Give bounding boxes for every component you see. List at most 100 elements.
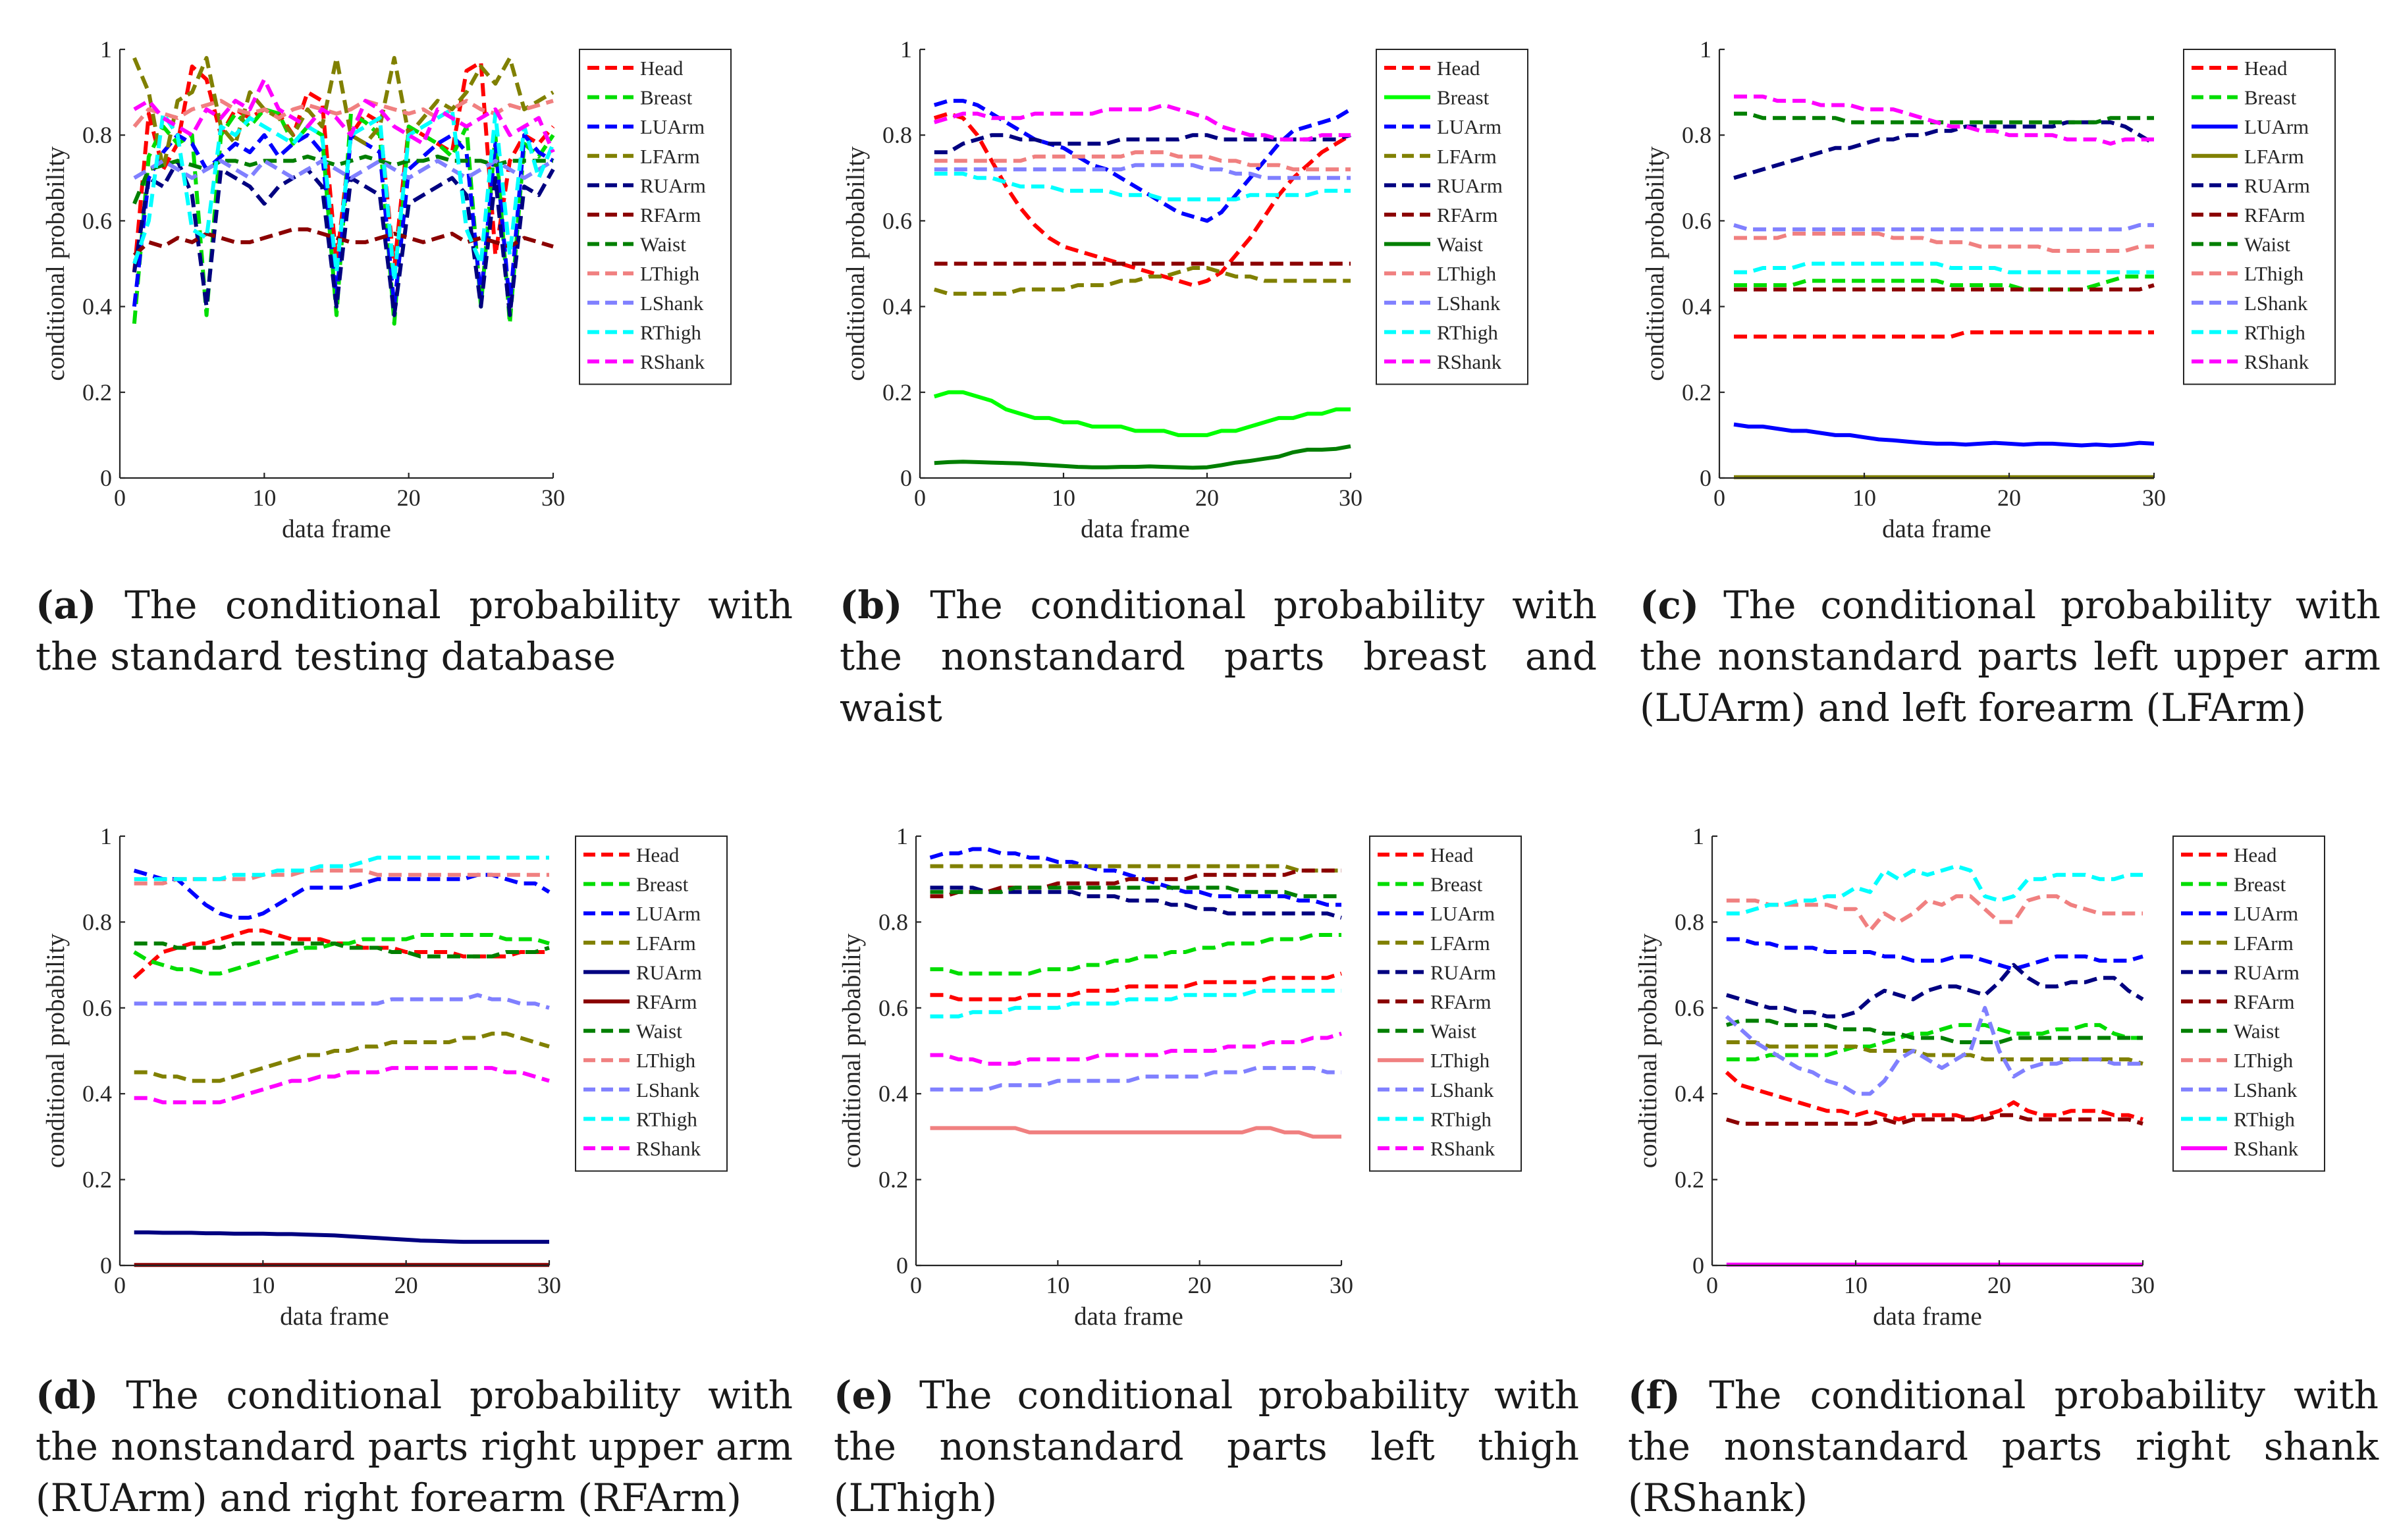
series-line-waist: [930, 886, 1341, 899]
series-line-lfarm: [132, 56, 554, 172]
series-line-lthigh: [934, 150, 1351, 172]
series-line-waist: [134, 942, 550, 959]
x-tick-label: 0: [1713, 485, 1725, 511]
legend-entry-rfarm: RFArm: [636, 990, 697, 1013]
y-tick-label: 1: [100, 36, 112, 63]
series-line-waist: [1734, 111, 2154, 124]
series-line-breast: [933, 390, 1351, 437]
legend-entry-lfarm: LFArm: [636, 932, 696, 955]
x-axis-label: data frame: [1882, 515, 1991, 543]
legend-entry-breast: Breast: [1437, 86, 1490, 109]
series-line-lthigh: [134, 868, 549, 886]
legend-box: [575, 836, 728, 1172]
legend-entry-breast: Breast: [640, 86, 693, 109]
y-axis-label: conditional probability: [838, 933, 866, 1168]
series-line-breast: [930, 933, 1341, 976]
legend: Head Breast LUArm LFArm RUArm RFArm Waist LThig…: [2172, 836, 2325, 1172]
series-line-lthigh: [1734, 231, 2154, 253]
y-tick-label: 0.6: [82, 207, 112, 234]
x-axis-label: data frame: [1081, 515, 1190, 543]
series-line-head: [1725, 1071, 2143, 1122]
legend: Head Breast LUArm LFArm RUArm RFArm Waist LThig…: [1369, 836, 1522, 1172]
series-line-ruarm: [1733, 120, 2155, 180]
series-line-rshank: [1734, 94, 2154, 146]
legend-entry-breast: Breast: [2234, 873, 2286, 896]
y-tick-label: 0: [1692, 1252, 1704, 1279]
legend-entry-rfarm: RFArm: [1430, 990, 1491, 1013]
x-tick-label: 0: [1706, 1272, 1718, 1298]
series-line-luarm: [132, 133, 554, 309]
series-line-rthigh: [134, 855, 549, 882]
legend-entry-luarm: LUArm: [2234, 902, 2298, 925]
y-tick-label: 0.2: [82, 379, 112, 406]
legend-entry-rfarm: RFArm: [2244, 203, 2305, 226]
legend-entry-lshank: LShank: [640, 292, 704, 315]
x-tick-label: 20: [1188, 1272, 1212, 1298]
caption-label: (f): [1628, 1373, 1681, 1418]
y-tick-label: 0.6: [1675, 995, 1704, 1021]
legend-entry-head: Head: [640, 57, 684, 80]
legend-entry-rthigh: RThigh: [1430, 1107, 1492, 1130]
legend-entry-breast: Breast: [636, 873, 689, 896]
caption-f: (f) The conditional probability with the…: [1628, 1369, 2379, 1524]
caption-c: (c) The conditional probability with the…: [1640, 579, 2381, 733]
y-tick-label: 0.8: [882, 122, 912, 148]
y-tick-label: 0: [896, 1252, 908, 1279]
caption-text: The conditional probability with the non…: [1640, 583, 2381, 730]
x-tick-label: 20: [1987, 1272, 2011, 1298]
y-tick-label: 0.2: [1675, 1167, 1704, 1193]
caption-a: (a) The conditional probability with the…: [36, 579, 793, 682]
y-tick-label: 0.2: [1682, 379, 1711, 406]
series-line-lfarm: [930, 864, 1341, 873]
series-line-luarm: [929, 847, 1341, 907]
legend-entry-lfarm: LFArm: [2244, 145, 2304, 168]
legend-entry-lthigh: LThigh: [2234, 1049, 2294, 1072]
legend-entry-lshank: LShank: [1430, 1078, 1494, 1102]
series-line-rshank: [933, 103, 1351, 142]
legend-entry-ruarm: RUArm: [640, 174, 706, 197]
series-line-head: [1734, 330, 2154, 339]
y-tick-label: 0.4: [878, 1080, 908, 1107]
y-tick-label: 1: [100, 823, 112, 849]
legend-entry-waist: Waist: [640, 233, 686, 256]
series-line-ruarm: [134, 1230, 549, 1244]
legend: Head Breast LUArm LFArm RUArm RFArm Waist LThig…: [579, 49, 732, 385]
legend-entry-lfarm: LFArm: [1437, 145, 1497, 168]
legend-entry-rthigh: RThigh: [636, 1107, 697, 1130]
y-tick-label: 0.8: [82, 122, 112, 148]
caption-e: (e) The conditional probability with the…: [834, 1369, 1579, 1524]
legend-entry-rthigh: RThigh: [2244, 321, 2305, 344]
x-axis-label: data frame: [1074, 1302, 1183, 1331]
x-tick-label: 10: [1852, 485, 1876, 511]
x-tick-label: 10: [1844, 1272, 1868, 1298]
x-tick-label: 30: [1339, 485, 1362, 511]
legend-box: [2172, 836, 2325, 1172]
y-tick-label: 1: [1692, 823, 1704, 849]
y-tick-label: 0: [1700, 465, 1711, 491]
legend-entry-luarm: LUArm: [636, 902, 701, 925]
caption-label: (b): [840, 583, 903, 627]
x-tick-label: 20: [394, 1272, 418, 1298]
x-tick-label: 0: [914, 485, 926, 511]
x-tick-label: 30: [537, 1272, 561, 1298]
series-line-lfarm: [933, 266, 1351, 296]
legend: Head Breast LUArm LFArm RUArm RFArm Waist LThig…: [2183, 49, 2336, 385]
y-tick-label: 0: [100, 465, 112, 491]
caption-b: (b) The conditional probability with the…: [840, 579, 1597, 733]
series-line-rthigh: [132, 107, 555, 283]
caption-text: The conditional probability with the non…: [840, 583, 1598, 730]
y-axis-label: conditional probability: [842, 146, 870, 381]
legend-entry-breast: Breast: [1430, 873, 1483, 896]
series-line-waist: [934, 444, 1351, 470]
x-tick-label: 30: [2142, 485, 2166, 511]
y-tick-label: 0.8: [878, 909, 908, 935]
legend-entry-rthigh: RThigh: [640, 321, 701, 344]
y-tick-label: 0.4: [1682, 294, 1711, 320]
series-line-waist: [132, 154, 553, 205]
legend-entry-lthigh: LThigh: [1430, 1049, 1490, 1072]
legend-entry-luarm: LUArm: [2244, 115, 2309, 138]
legend-entry-rfarm: RFArm: [1437, 203, 1497, 226]
